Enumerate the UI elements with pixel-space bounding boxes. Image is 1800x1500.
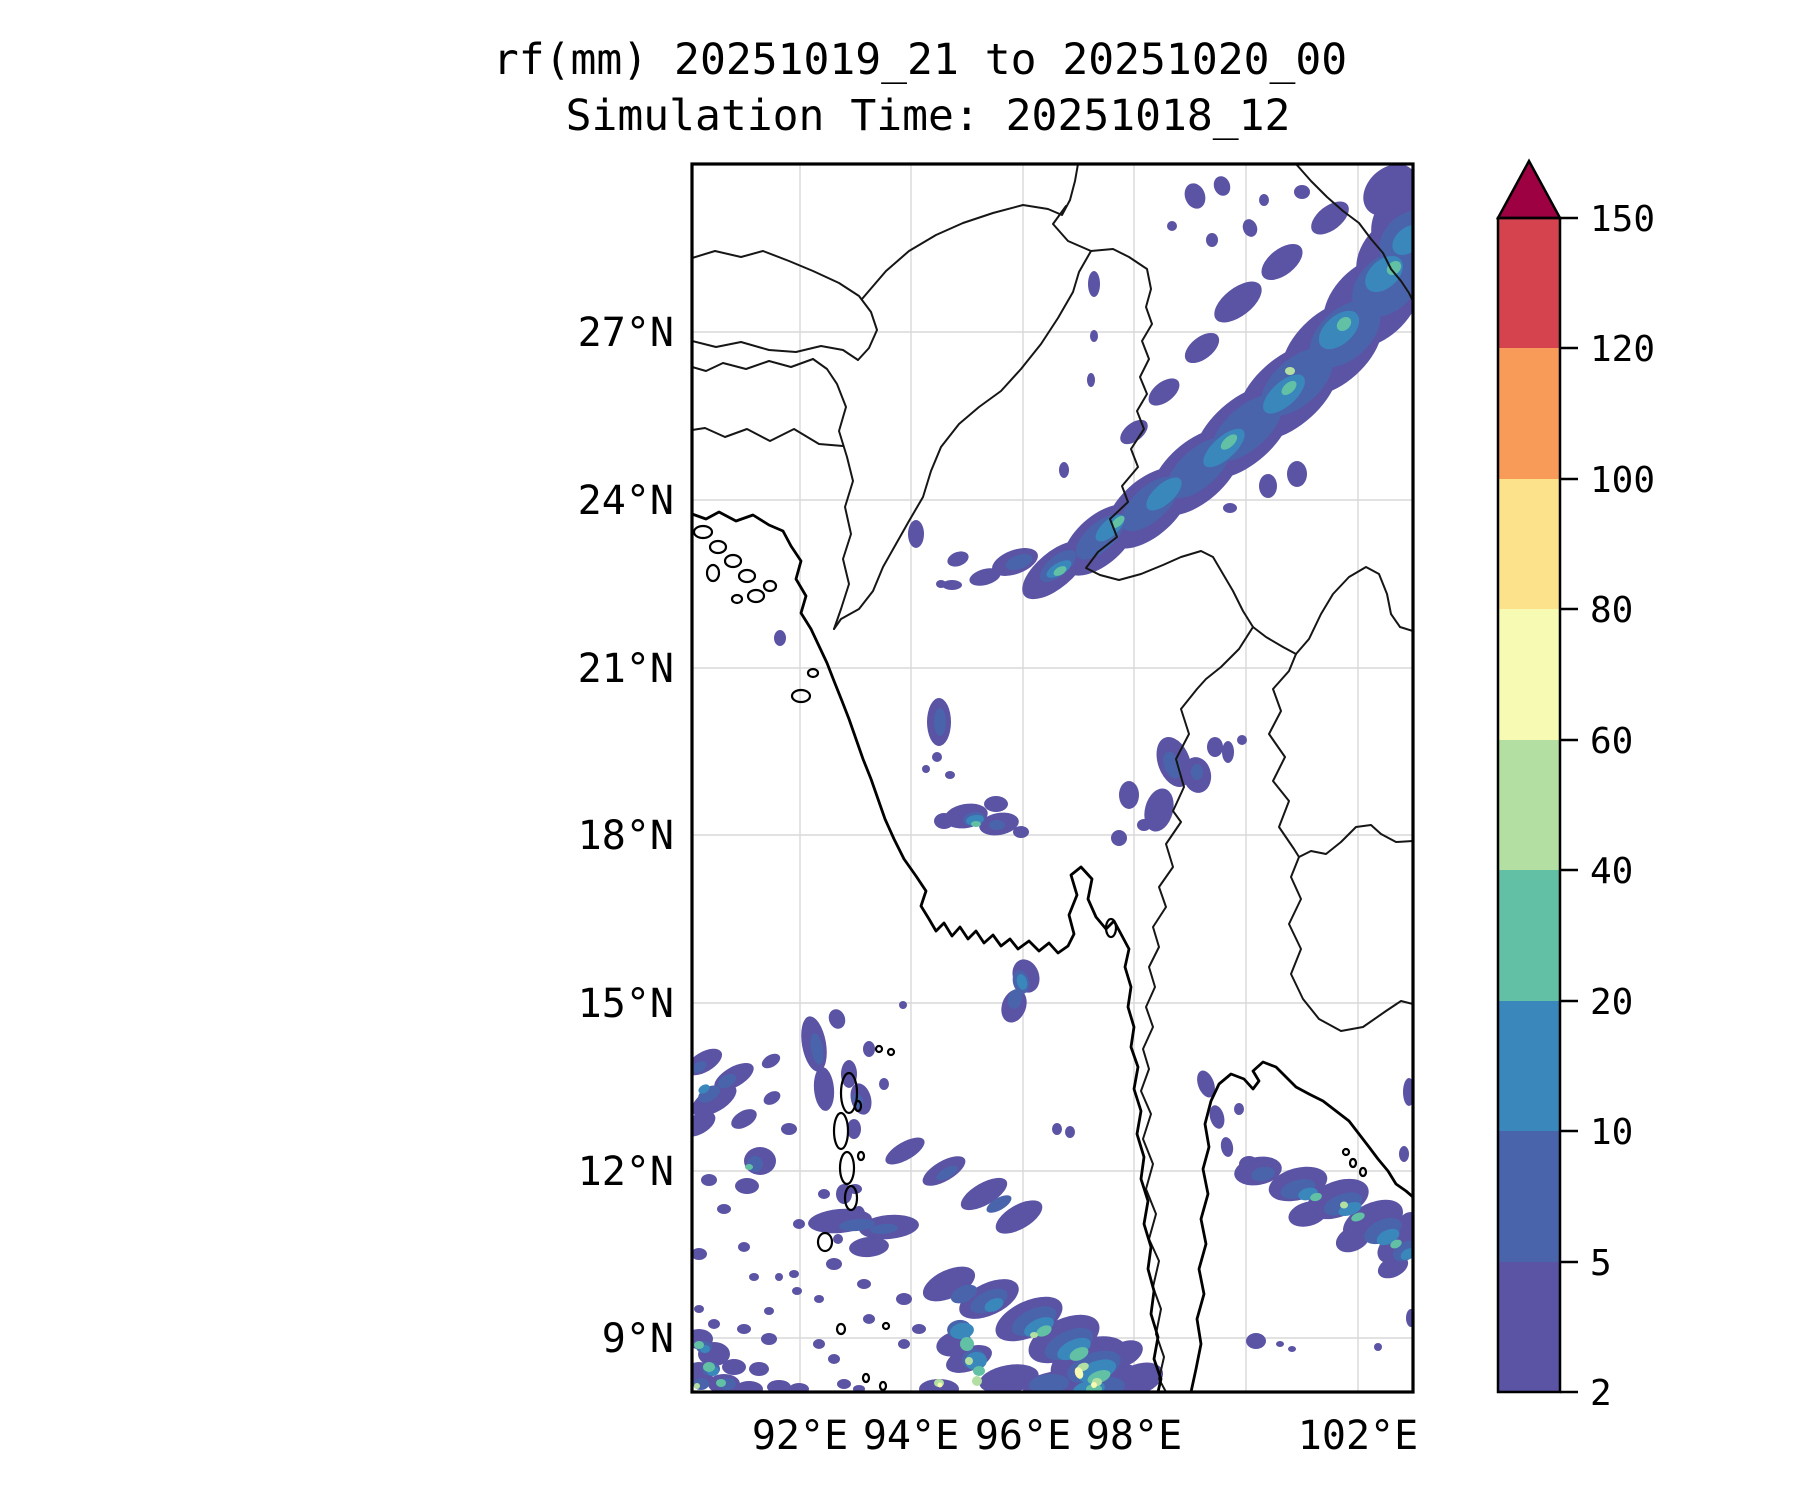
map-frame [690,162,1415,1394]
colorbar-tick-label: 120 [1590,329,1655,370]
islands [692,524,1368,1392]
colorbar-tick-label: 5 [1590,1243,1612,1284]
x-tick-label: 98°E [1086,1413,1182,1459]
colorbar-tick-label: 80 [1590,590,1633,631]
x-tick-label: 94°E [863,1413,959,1459]
y-tick-label: 24°N [578,478,674,524]
colorbar-tick-label: 10 [1590,1112,1633,1153]
colorbar-extend-arrow [1495,158,1563,220]
x-axis-tick-labels: 92°E 94°E 96°E 98°E 102°E [752,1413,1418,1459]
colorbar: 150 120 100 80 60 40 20 10 5 2 [1495,158,1655,1414]
y-tick-label: 18°N [578,813,674,859]
colorbar-tick-label: 2 [1590,1373,1612,1414]
map-axes [690,162,1415,1394]
colorbar-ticks [1560,216,1578,1394]
x-tick-label: 102°E [1298,1413,1418,1459]
y-tick-label: 15°N [578,981,674,1027]
colorbar-tick-label: 100 [1590,460,1655,501]
y-tick-label: 9°N [602,1316,674,1362]
colorbar-segments [1498,218,1560,1392]
country-borders [692,164,1413,1392]
coastlines [692,510,1413,1392]
x-tick-label: 92°E [752,1413,848,1459]
colorbar-tick-labels: 150 120 100 80 60 40 20 10 5 2 [1590,199,1655,1414]
figure-title-line1: rf(mm) 20251019_21 to 20251020_00 [493,35,1347,85]
y-tick-label: 21°N [578,646,674,692]
x-tick-label: 96°E [975,1413,1071,1459]
rainfall-contours [692,164,1413,1392]
colorbar-tick-label: 20 [1590,982,1633,1023]
y-tick-label: 27°N [578,310,674,356]
colorbar-outline [1496,216,1562,1394]
figure-title-line2: Simulation Time: 20251018_12 [566,91,1291,141]
y-tick-label: 12°N [578,1149,674,1195]
y-axis-tick-labels: 27°N 24°N 21°N 18°N 15°N 12°N 9°N [578,310,674,1362]
colorbar-tick-label: 150 [1590,199,1655,240]
colorbar-tick-label: 40 [1590,851,1633,892]
colorbar-tick-label: 60 [1590,721,1633,762]
